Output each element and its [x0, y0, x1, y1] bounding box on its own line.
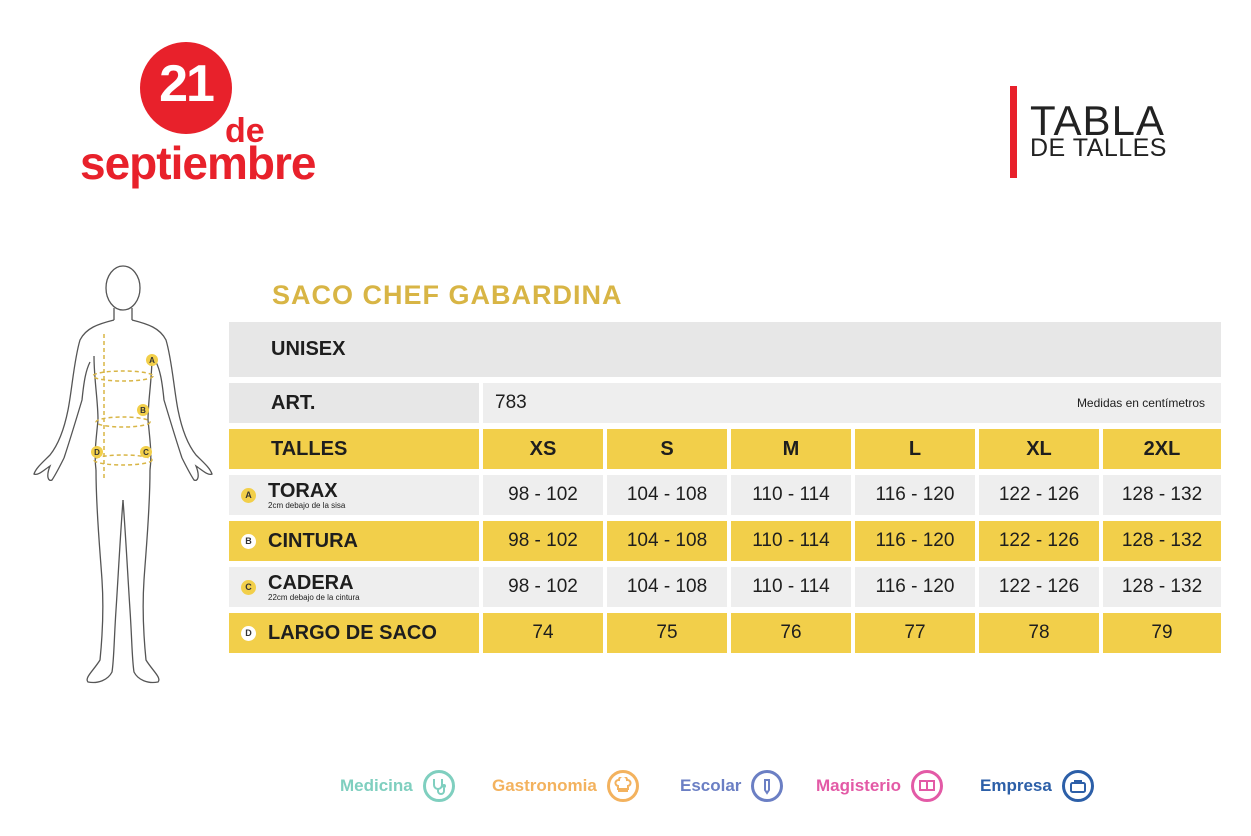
pencil-icon	[751, 770, 784, 802]
chef-hat-icon	[606, 770, 639, 802]
category-label: Gastronomia	[492, 776, 597, 795]
table-cell: 78	[979, 613, 1099, 653]
category-gastronomia[interactable]: Gastronomia	[492, 766, 639, 806]
row-sublabel: 22cm debajo de la cintura	[268, 592, 360, 602]
size-header: S	[607, 429, 727, 469]
marker-badge: B	[241, 533, 256, 549]
category-medicina[interactable]: Medicina	[340, 766, 455, 806]
row-label-cell: B CINTURA	[229, 521, 479, 561]
logo-month: septiembre	[80, 137, 316, 189]
row-label-cell: C CADERA 22cm debajo de la cintura	[229, 567, 479, 607]
marker-badge: C	[241, 579, 256, 595]
logo-de: de	[225, 112, 265, 150]
table-cell: 128 - 132	[1103, 521, 1221, 561]
table-cell: 116 - 120	[855, 521, 975, 561]
brand-logo: 21 de septiembre	[80, 40, 350, 190]
title-accent-bar	[1010, 86, 1017, 178]
table-row: B CINTURA 98 - 102 104 - 108 110 - 114 1…	[229, 521, 1221, 561]
table-cell: 122 - 126	[979, 475, 1099, 515]
svg-text:D: D	[94, 448, 100, 457]
book-icon	[911, 770, 944, 802]
category-footer: Medicina Gastronomia Escolar Magisterio …	[340, 766, 1120, 806]
art-row: ART. 783 Medidas en centímetros	[229, 383, 1221, 423]
briefcase-icon	[1061, 770, 1094, 802]
table-row: C CADERA 22cm debajo de la cintura 98 - …	[229, 567, 1221, 607]
table-cell: 110 - 114	[731, 475, 851, 515]
table-cell: 104 - 108	[607, 567, 727, 607]
category-label: Empresa	[980, 776, 1052, 795]
table-cell: 74	[483, 613, 603, 653]
table-cell: 76	[731, 613, 851, 653]
category-label: Medicina	[340, 776, 413, 795]
talles-header-row: TALLES XS S M L XL 2XL	[229, 429, 1221, 469]
table-cell: 79	[1103, 613, 1221, 653]
category-magisterio[interactable]: Magisterio	[816, 766, 944, 806]
table-cell: 128 - 132	[1103, 475, 1221, 515]
talles-label: TALLES	[229, 429, 479, 469]
row-label-cell: D LARGO DE SACO	[229, 613, 479, 653]
table-cell: 98 - 102	[483, 521, 603, 561]
table-cell: 98 - 102	[483, 567, 603, 607]
table-cell: 110 - 114	[731, 521, 851, 561]
table-cell: 128 - 132	[1103, 567, 1221, 607]
svg-text:C: C	[143, 448, 149, 457]
table-cell: 116 - 120	[855, 567, 975, 607]
logo-circle	[140, 42, 232, 134]
row-sublabel: 2cm debajo de la sisa	[268, 500, 346, 510]
size-header: 2XL	[1103, 429, 1221, 469]
table-cell: 122 - 126	[979, 567, 1099, 607]
category-empresa[interactable]: Empresa	[980, 766, 1094, 806]
units-note: Medidas en centímetros	[1076, 396, 1205, 410]
row-label: TORAX	[268, 479, 338, 502]
body-figure: A B C D	[28, 260, 218, 690]
table-row: A TORAX 2cm debajo de la sisa 98 - 102 1…	[229, 475, 1221, 515]
table-row: D LARGO DE SACO 74 75 76 77 78 79	[229, 613, 1221, 653]
body-outline-icon: A B C D	[33, 265, 213, 684]
marker-badge: A	[241, 487, 256, 503]
table-cell: 104 - 108	[607, 475, 727, 515]
table-cell: 77	[855, 613, 975, 653]
category-escolar[interactable]: Escolar	[680, 766, 784, 806]
page-subtitle: DE TALLES	[1030, 134, 1167, 162]
row-label: CADERA	[268, 571, 354, 594]
category-label: Escolar	[680, 776, 742, 795]
logo-day: 21	[159, 55, 215, 113]
category-label: Magisterio	[816, 776, 902, 795]
size-header: M	[731, 429, 851, 469]
size-header: XS	[483, 429, 603, 469]
row-label: LARGO DE SACO	[268, 622, 437, 644]
unisex-row: UNISEX	[229, 322, 1221, 377]
svg-text:A: A	[149, 356, 155, 365]
table-cell: 98 - 102	[483, 475, 603, 515]
art-label: ART.	[229, 383, 479, 423]
table-cell: 122 - 126	[979, 521, 1099, 561]
art-value: 783	[495, 392, 527, 413]
marker-badge: D	[241, 625, 256, 641]
size-header: XL	[979, 429, 1099, 469]
table-cell: 116 - 120	[855, 475, 975, 515]
unisex-label: UNISEX	[229, 322, 1221, 377]
table-cell: 104 - 108	[607, 521, 727, 561]
table-cell: 75	[607, 613, 727, 653]
table-cell: 110 - 114	[731, 567, 851, 607]
row-label-cell: A TORAX 2cm debajo de la sisa	[229, 475, 479, 515]
stethoscope-icon	[422, 770, 455, 802]
art-value-cell: 783 Medidas en centímetros	[483, 383, 1221, 423]
size-header: L	[855, 429, 975, 469]
product-title: SACO CHEF GABARDINA	[272, 280, 623, 310]
svg-text:B: B	[140, 406, 146, 415]
page-title: TABLA	[1030, 97, 1165, 144]
row-label: CINTURA	[268, 530, 358, 552]
